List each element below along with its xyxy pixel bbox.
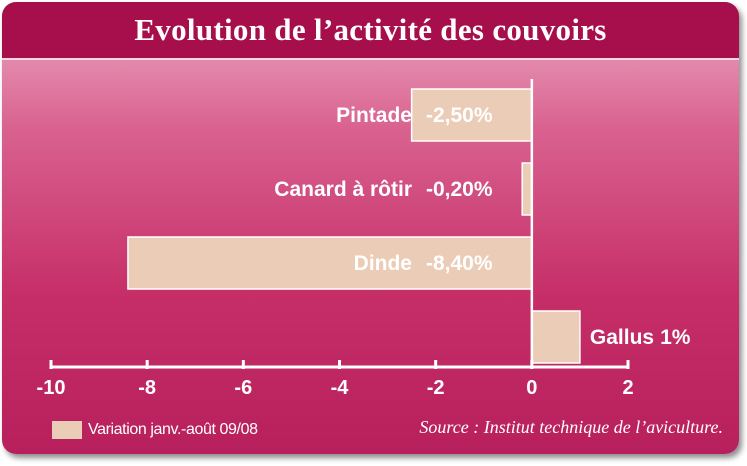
- value-label-2: -8,40%: [426, 252, 493, 275]
- bar-2: [127, 236, 533, 290]
- chart-title: Evolution de l’activité des couvoirs: [134, 12, 607, 47]
- value-label-3: 1%: [660, 326, 691, 349]
- x-tick-label-6: 2: [622, 377, 633, 399]
- legend: Variation janv.-août 09/08: [52, 418, 258, 442]
- category-label-1: Canard à rôtir: [274, 178, 412, 201]
- x-tick-label-2: -6: [234, 377, 252, 399]
- legend-label: Variation janv.-août 09/08: [88, 421, 258, 438]
- x-tick-label-5: 0: [526, 377, 537, 399]
- legend-swatch: [52, 421, 82, 439]
- source-note: Source : Institut technique de l’avicult…: [419, 417, 723, 437]
- category-label-3: Gallus: [590, 326, 654, 349]
- bar-3: [531, 310, 581, 364]
- x-tick-label-4: -2: [427, 377, 445, 399]
- value-label-0: -2,50%: [426, 104, 493, 127]
- x-tick-label-0: -10: [37, 377, 66, 399]
- chart-frame: Evolution de l’activité des couvoirs Pin…: [2, 2, 739, 454]
- value-label-1: -0,20%: [426, 178, 493, 201]
- category-label-0: Pintade: [336, 104, 412, 127]
- category-label-2: Dinde: [354, 252, 412, 275]
- bar-chart: Pintade -2,50% Canard à rôtir -0,20% Dinde -8…: [37, 79, 691, 399]
- x-tick-label-3: -4: [331, 377, 350, 399]
- x-tick-label-1: -8: [138, 377, 156, 399]
- bar-0: [410, 88, 533, 142]
- bar-1: [521, 162, 533, 216]
- title-band: Evolution de l’activité des couvoirs: [2, 2, 739, 60]
